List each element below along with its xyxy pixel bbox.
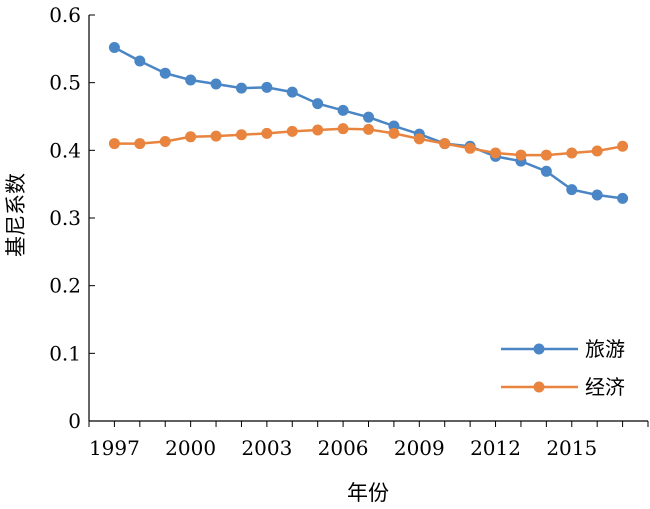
data-point [235, 129, 247, 141]
data-point [591, 189, 603, 201]
x-tick-label: 2003 [241, 436, 292, 460]
y-tick-label: 0.1 [49, 341, 81, 365]
data-point [388, 127, 400, 139]
data-point [210, 78, 222, 90]
legend-label: 经济 [585, 375, 625, 399]
data-point [185, 74, 197, 86]
legend-marker [533, 381, 545, 393]
x-tick-label: 2012 [470, 436, 521, 460]
data-point [566, 147, 578, 159]
y-tick-label: 0.3 [49, 206, 81, 230]
data-point [540, 149, 552, 161]
data-point [312, 98, 324, 110]
data-point [337, 104, 349, 116]
data-point [261, 81, 273, 93]
data-point [515, 149, 527, 161]
y-tick-label: 0.2 [49, 274, 81, 298]
x-tick-label: 2015 [546, 436, 597, 460]
data-point [108, 138, 120, 150]
data-point [413, 133, 425, 145]
data-point [286, 125, 298, 137]
data-point [363, 123, 374, 135]
data-point [617, 140, 629, 152]
x-tick-label: 1997 [89, 436, 140, 460]
y-axis-ticks: 0 0.1 0.2 0.3 0.4 0.5 0.6 [49, 3, 95, 433]
x-tick-label: 2009 [394, 436, 445, 460]
data-point [185, 131, 197, 143]
legend-label: 旅游 [585, 337, 625, 361]
data-point [566, 184, 578, 196]
data-point [591, 145, 603, 157]
y-axis-title: 基尼系数 [4, 173, 28, 257]
series-layer [108, 41, 629, 204]
data-point [439, 138, 451, 150]
y-tick-label: 0.4 [49, 138, 81, 162]
y-tick-label: 0 [68, 409, 81, 433]
data-point [617, 192, 629, 204]
y-tick-label: 0.6 [49, 3, 81, 27]
legend-marker [533, 343, 545, 355]
data-point [363, 111, 374, 123]
data-point [286, 86, 298, 98]
data-point [261, 127, 273, 139]
data-point [108, 41, 120, 53]
data-point [312, 124, 324, 136]
data-point [464, 142, 476, 154]
data-point [159, 67, 171, 79]
x-axis-title: 年份 [347, 481, 389, 505]
data-point [159, 136, 171, 148]
data-point [540, 165, 552, 177]
data-point [337, 123, 349, 135]
data-point [134, 138, 146, 150]
x-axis-ticks: 1997 2000 2003 2006 2009 2012 2015 [88, 421, 649, 460]
data-point [210, 130, 222, 142]
x-tick-label: 2000 [165, 436, 216, 460]
x-tick-label: 2006 [318, 436, 369, 460]
data-point [134, 55, 146, 67]
data-point [235, 82, 247, 94]
data-point [490, 147, 502, 159]
y-tick-label: 0.5 [49, 71, 81, 95]
